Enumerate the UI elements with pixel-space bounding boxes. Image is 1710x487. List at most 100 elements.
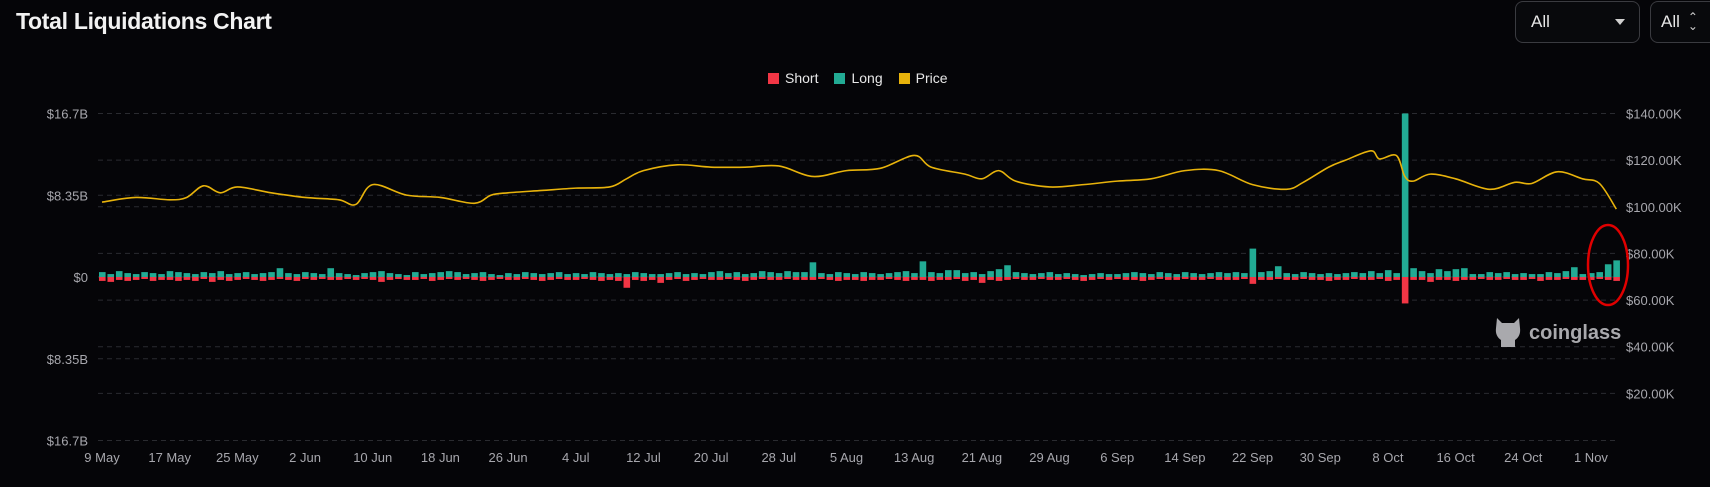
long-bar bbox=[1258, 272, 1265, 277]
price-swatch bbox=[898, 72, 910, 84]
long-bar bbox=[885, 273, 893, 277]
short-bar bbox=[251, 277, 258, 280]
long-bar bbox=[598, 273, 605, 277]
legend-item-short[interactable]: Short bbox=[768, 70, 818, 86]
short-bar bbox=[1410, 277, 1417, 280]
long-bar bbox=[124, 273, 131, 277]
short-bar bbox=[1207, 277, 1214, 279]
short-bar bbox=[716, 277, 724, 280]
long-bar bbox=[911, 273, 918, 277]
coin-select[interactable]: All ⌃ ⌄ bbox=[1650, 1, 1710, 43]
long-bar bbox=[1012, 272, 1020, 277]
short-bar bbox=[1528, 277, 1536, 279]
long-bar bbox=[623, 274, 631, 277]
long-bar bbox=[1300, 272, 1307, 277]
short-bar bbox=[1520, 277, 1527, 280]
y-right-tick-label: $140.00K bbox=[1626, 107, 1682, 122]
long-bar bbox=[538, 274, 546, 277]
x-tick-label: 8 Oct bbox=[1372, 450, 1403, 465]
short-bar bbox=[1469, 277, 1477, 280]
short-bar bbox=[378, 277, 385, 282]
short-bar bbox=[1291, 277, 1299, 280]
long-bar bbox=[682, 274, 690, 277]
legend-item-price[interactable]: Price bbox=[898, 70, 948, 86]
long-bar bbox=[860, 272, 867, 277]
short-bar bbox=[268, 277, 275, 280]
long-bar bbox=[1596, 272, 1604, 277]
short-bar bbox=[1029, 277, 1037, 280]
long-bar bbox=[733, 272, 741, 277]
short-bar bbox=[149, 277, 157, 281]
long-bar bbox=[1511, 274, 1519, 277]
legend-label: Price bbox=[915, 70, 948, 86]
short-bar bbox=[302, 277, 309, 279]
short-bar bbox=[513, 277, 521, 280]
short-bar bbox=[648, 277, 656, 280]
legend-item-long[interactable]: Long bbox=[834, 70, 883, 86]
long-bar bbox=[657, 274, 664, 277]
short-bar bbox=[1004, 277, 1011, 280]
x-tick-label: 12 Jul bbox=[626, 450, 661, 465]
watermark-text: coinglass bbox=[1529, 321, 1622, 344]
long-bar bbox=[708, 272, 715, 277]
short-bar bbox=[1224, 277, 1231, 280]
long-bar bbox=[522, 272, 529, 277]
coinglass-logo: coinglass bbox=[1493, 316, 1621, 350]
left-axis: $16.7B $8.35B $0 $8.35B $16.7B bbox=[47, 107, 88, 449]
long-bar bbox=[1410, 268, 1417, 277]
x-tick-label: 13 Aug bbox=[894, 450, 935, 465]
short-bar bbox=[225, 277, 233, 281]
exchange-select[interactable]: All bbox=[1515, 1, 1640, 43]
short-bar bbox=[682, 277, 690, 281]
short-bar bbox=[259, 277, 267, 281]
long-bar bbox=[1054, 274, 1062, 277]
x-tick-label: 26 Jun bbox=[489, 450, 528, 465]
long-bar bbox=[581, 274, 588, 277]
caret-down-icon bbox=[1615, 19, 1625, 25]
short-bar bbox=[615, 277, 622, 281]
short-bar bbox=[868, 277, 876, 280]
short-bar bbox=[1571, 277, 1578, 280]
short-bar bbox=[1097, 277, 1104, 279]
short-bar bbox=[598, 277, 605, 281]
x-tick-label: 17 May bbox=[148, 450, 191, 465]
long-bar bbox=[961, 273, 969, 277]
long-bar bbox=[471, 273, 478, 277]
short-bar bbox=[166, 277, 174, 280]
short-bar bbox=[1587, 277, 1595, 280]
long-bar bbox=[1207, 273, 1214, 277]
long-bar bbox=[251, 274, 258, 277]
long-bar bbox=[1080, 275, 1087, 277]
long-bar bbox=[378, 271, 385, 277]
long-bar bbox=[1528, 274, 1536, 277]
short-bar bbox=[115, 277, 123, 280]
long-bar bbox=[361, 273, 368, 277]
short-bar bbox=[412, 277, 419, 280]
short-bar bbox=[860, 277, 867, 281]
short-bar bbox=[538, 277, 546, 281]
short-bar bbox=[1266, 277, 1274, 280]
long-bar bbox=[1545, 272, 1553, 277]
long-bar bbox=[1291, 274, 1299, 277]
long-bar bbox=[420, 274, 428, 277]
short-bar bbox=[674, 277, 681, 279]
short-bar bbox=[809, 277, 817, 280]
long-bar bbox=[369, 272, 377, 277]
short-bar bbox=[631, 277, 639, 280]
long-bar bbox=[1359, 273, 1367, 277]
long-bar bbox=[1097, 273, 1104, 277]
short-bar bbox=[835, 277, 842, 281]
x-tick-label: 9 May bbox=[84, 450, 120, 465]
x-tick-label: 20 Jul bbox=[694, 450, 729, 465]
short-bar bbox=[1046, 277, 1054, 280]
long-bar bbox=[1190, 273, 1197, 277]
short-bar bbox=[784, 277, 791, 279]
short-bar bbox=[1604, 277, 1612, 280]
chart-legend: Short Long Price bbox=[768, 70, 948, 86]
short-bar bbox=[479, 277, 487, 281]
short-bar bbox=[471, 277, 478, 280]
y-right-tick-label: $120.00K bbox=[1626, 153, 1682, 168]
long-bar bbox=[1393, 273, 1400, 277]
short-bar bbox=[1511, 277, 1519, 280]
short-bar bbox=[877, 277, 884, 280]
